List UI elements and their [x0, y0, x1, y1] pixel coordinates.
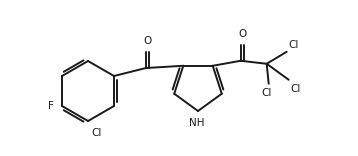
Text: Cl: Cl [289, 40, 299, 50]
Text: Cl: Cl [291, 84, 301, 94]
Text: Cl: Cl [91, 128, 101, 138]
Text: Cl: Cl [261, 88, 272, 98]
Text: F: F [48, 101, 54, 111]
Text: O: O [238, 29, 246, 39]
Text: NH: NH [189, 118, 205, 128]
Text: O: O [143, 36, 151, 46]
